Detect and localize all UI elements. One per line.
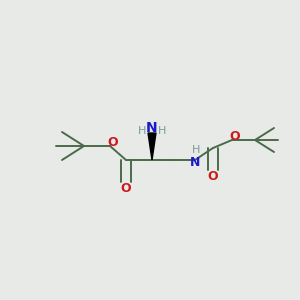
Text: H: H (192, 145, 200, 155)
Polygon shape (148, 133, 156, 160)
Text: H: H (138, 126, 146, 136)
Text: N: N (190, 155, 200, 169)
Text: O: O (108, 136, 118, 148)
Text: O: O (208, 169, 218, 182)
Text: O: O (230, 130, 240, 142)
Text: H: H (158, 126, 166, 136)
Text: O: O (121, 182, 131, 194)
Text: N: N (146, 121, 158, 135)
